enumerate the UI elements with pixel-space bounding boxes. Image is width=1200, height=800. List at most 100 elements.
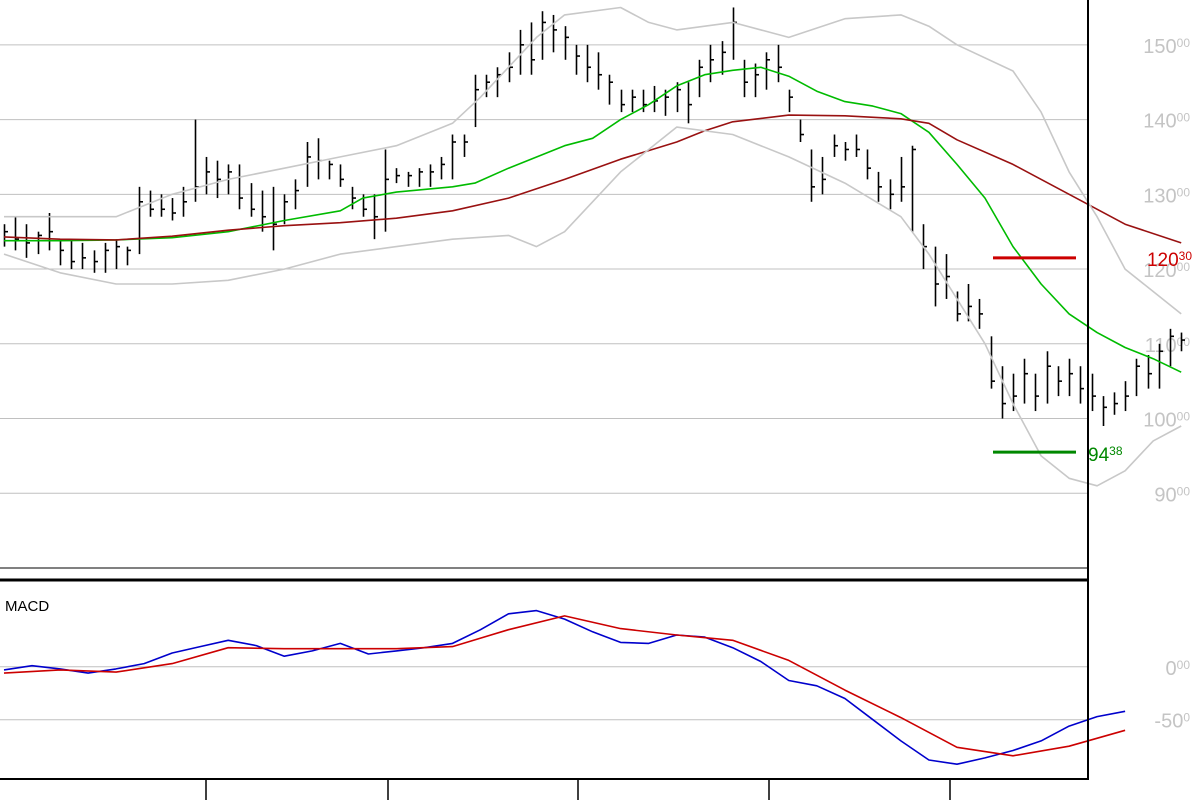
ohlc-bar — [373, 194, 378, 240]
ohlc-bar — [463, 134, 468, 157]
y-tick-label: 14000 — [1143, 111, 1190, 133]
y-tick-label: 15000 — [1143, 36, 1190, 58]
ohlc-bar — [294, 179, 299, 210]
ohlc-bar — [608, 74, 613, 105]
ohlc-bar — [687, 82, 692, 124]
ohlc-bar — [115, 239, 120, 270]
ohlc-bar — [597, 52, 602, 90]
ohlc-bar — [283, 194, 288, 225]
ohlc-bar — [821, 156, 826, 195]
ohlc-bar — [138, 186, 143, 255]
ohlc-bar — [934, 246, 939, 307]
ohlc-bar — [384, 149, 389, 232]
ohlc-bar — [855, 134, 860, 157]
ohlc-bar — [1124, 381, 1129, 412]
y-tick-label: 11000 — [1145, 335, 1191, 357]
ohlc-bar — [238, 164, 243, 210]
ohlc-bar — [1057, 366, 1062, 397]
ohlc-bar — [866, 149, 871, 180]
price-panel: 9000 10000 11000 12000 13000 14000 15000 12030 9… — [0, 6, 1192, 506]
ohlc-bar — [1102, 396, 1107, 426]
y-tick-label: 10000 — [1143, 410, 1190, 432]
ohlc-bar — [70, 239, 75, 270]
level-marker-label: 12030 — [1147, 249, 1192, 271]
ohlc-bar — [250, 183, 255, 217]
y-tick-label: 13000 — [1143, 185, 1190, 207]
ohlc-bar — [564, 26, 569, 60]
ohlc-bar — [575, 44, 580, 75]
ohlc-bar — [810, 149, 815, 202]
ohlc-bar — [14, 216, 19, 251]
y-tick-label: 9000 — [1154, 484, 1190, 506]
ohlc-bar — [126, 246, 131, 266]
ohlc-bar — [978, 298, 983, 329]
ohlc-bar — [911, 145, 916, 232]
ohlc-bar — [1001, 366, 1006, 419]
price-line-3 — [4, 6, 1182, 315]
ohlc-bar — [1068, 358, 1073, 397]
ohlc-bar — [765, 52, 770, 90]
ohlc-bar — [395, 168, 400, 184]
ohlc-bar — [171, 198, 176, 221]
ohlc-bar — [990, 336, 995, 389]
ohlc-bar — [1158, 343, 1163, 389]
ohlc-bar — [967, 284, 972, 322]
ohlc-bar — [496, 67, 501, 98]
ohlc-bar — [3, 224, 8, 247]
ohlc-bar — [1169, 328, 1174, 367]
indicator-panel: 000 -500 MACD — [0, 598, 1191, 766]
ohlc-bar — [1046, 351, 1051, 404]
ohlc-bar — [1091, 373, 1096, 412]
ohlc-bar — [833, 134, 838, 157]
indicator-line-0 — [3, 609, 1126, 766]
ohlc-bar — [586, 44, 591, 83]
ohlc-bar — [945, 254, 950, 299]
ohlc-bar — [676, 82, 681, 113]
ohlc-bar — [620, 89, 625, 113]
ohlc-bar — [81, 242, 86, 270]
ohlc-bar — [351, 186, 356, 210]
ohlc-bar — [205, 156, 210, 195]
price-line-2 — [3, 114, 1182, 244]
ohlc-bar — [844, 142, 849, 161]
ohlc-bar — [485, 74, 490, 98]
ohlc-bar — [418, 168, 423, 187]
ohlc-bar — [37, 231, 42, 255]
y-tick-label: 12000 — [1143, 260, 1190, 282]
ohlc-bar — [306, 142, 311, 187]
ohlc-bar — [328, 160, 333, 180]
ohlc-bar — [889, 179, 894, 210]
ohlc-bar — [1079, 366, 1084, 404]
ohlc-bar — [407, 171, 412, 187]
ohlc-bar — [788, 89, 793, 113]
ohlc-bar — [451, 134, 456, 180]
ohlc-bar — [339, 164, 344, 187]
ohlc-bar — [93, 250, 98, 273]
ohlc-bar — [1180, 332, 1185, 352]
ohlc-bar — [799, 119, 804, 142]
ohlc-bar — [541, 11, 546, 60]
y-tick-label: 000 — [1166, 658, 1191, 680]
ohlc-bar — [642, 89, 647, 113]
ohlc-bar — [440, 156, 445, 180]
ohlc-bar — [1135, 358, 1140, 397]
ohlc-bar — [877, 171, 882, 202]
indicator-panel-title: MACD — [5, 598, 49, 615]
indicator-line-1 — [3, 615, 1126, 757]
ohlc-bar — [552, 14, 557, 53]
ohlc-bar — [48, 213, 53, 251]
ohlc-bar — [754, 63, 759, 98]
ohlc-bar — [216, 160, 221, 199]
ohlc-bar — [709, 44, 714, 83]
ohlc-bar — [721, 41, 726, 75]
ohlc-bar — [900, 156, 905, 202]
ohlc-bar — [743, 59, 748, 98]
ohlc-bar — [631, 89, 636, 113]
ohlc-bar — [272, 186, 277, 251]
price-line-4 — [3, 126, 1182, 487]
ohlc-bar — [956, 291, 961, 322]
y-tick-label: -500 — [1154, 711, 1190, 733]
ohlc-bar — [429, 164, 434, 187]
ohlc-bar — [1023, 358, 1028, 404]
level-marker-label: 9438 — [1088, 444, 1123, 466]
